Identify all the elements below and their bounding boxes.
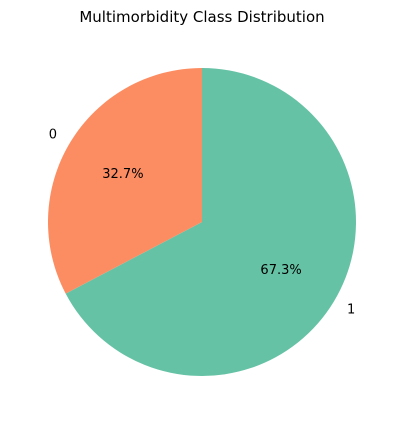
- pie-slice-0: [48, 68, 202, 294]
- slice-percent-label: 32.7%: [102, 167, 143, 182]
- slice-percent-label: 67.3%: [260, 263, 301, 278]
- pie-slice-1: [65, 68, 357, 376]
- pie-slices: [48, 68, 357, 376]
- chart-title: Multimorbidity Class Distribution: [79, 8, 324, 26]
- slice-category-label: 0: [49, 127, 57, 142]
- pie-labels: 1 67.3% 0 32.7%: [49, 127, 356, 317]
- slice-category-label: 1: [347, 303, 355, 318]
